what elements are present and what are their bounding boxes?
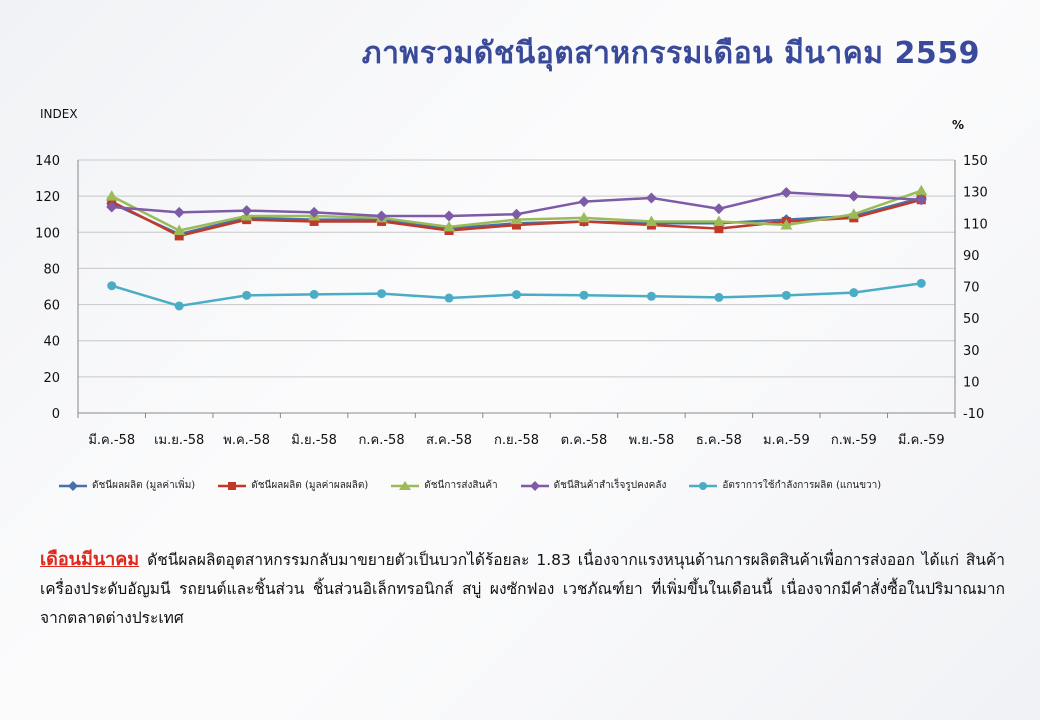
data-point-series-3 [511, 208, 522, 220]
y-tick-label-right: 150 [963, 154, 988, 169]
data-point-series-4 [174, 301, 184, 311]
y-tick-label-right: 110 [963, 217, 988, 232]
data-point-series-2 [173, 224, 186, 235]
legend-swatch-3 [520, 480, 549, 491]
data-point-series-1 [512, 220, 521, 230]
x-tick-label: ม.ค.-59 [763, 433, 810, 448]
data-point-series-4 [714, 292, 724, 302]
y-tick-label-left: 60 [43, 299, 60, 314]
legend-label-1: ดัชนีผลผลิต (มูลค่าผลผลิต) [251, 480, 369, 491]
data-point-series-4 [242, 290, 252, 300]
legend-swatch-4 [689, 481, 718, 490]
x-tick-label: ก.ย.-58 [494, 433, 539, 448]
data-point-series-3 [241, 205, 253, 217]
data-point-series-2 [443, 220, 456, 232]
data-point-series-4 [512, 290, 521, 300]
x-tick-label: มี.ค.-59 [898, 432, 945, 448]
x-tick-label: ส.ค.-58 [426, 433, 472, 448]
x-tick-label: มี.ค.-58 [88, 432, 135, 448]
data-point-series-4 [107, 281, 117, 291]
data-point-series-2 [577, 211, 590, 223]
data-point-series-4 [849, 288, 859, 298]
data-point-series-2 [645, 215, 658, 226]
y-tick-label-right: -10 [963, 407, 984, 422]
data-point-series-4 [377, 289, 387, 299]
x-tick-label: เม.ย.-58 [154, 433, 204, 448]
data-point-series-4 [916, 278, 926, 288]
description-body: ดัชนีผลผลิตอุตสาหกรรมกลับมาขยายตัวเป็นบว… [40, 551, 1005, 627]
x-tick-label: มิ.ย.-58 [291, 433, 337, 448]
legend-label-3: ดัชนีสินค้าสำเร็จรูปคงคลัง [553, 480, 667, 491]
y-axis-title-right: % [952, 118, 964, 132]
data-point-series-3 [376, 210, 388, 222]
legend-swatch-0 [59, 480, 87, 491]
y-tick-label-right: 30 [963, 344, 980, 359]
y-tick-label-right: 130 [963, 186, 988, 201]
legend-item-4: อัตราการใช้กำลังการผลิต (แกนขวา) [688, 478, 881, 493]
data-point-series-1 [174, 231, 184, 241]
x-tick-label: พ.ค.-58 [223, 433, 270, 448]
y-tick-label-left: 120 [35, 190, 60, 205]
data-point-series-3 [645, 192, 657, 204]
y-tick-label-right: 70 [963, 281, 980, 296]
x-tick-label: ธ.ค.-58 [696, 433, 742, 448]
data-point-series-2 [847, 208, 860, 219]
x-tick-label: พ.ย.-58 [629, 433, 675, 448]
data-point-series-4 [309, 289, 319, 299]
y-tick-label-right: 90 [963, 249, 980, 264]
data-point-series-3 [848, 190, 860, 202]
y-tick-label-left: 20 [43, 371, 60, 386]
data-point-series-3 [173, 206, 185, 218]
y-tick-label-right: 10 [963, 375, 980, 390]
chart-legend: ดัชนีผลผลิต (มูลค่าเพิ่ม) ดัชนีผลผลิต (มู… [58, 478, 881, 493]
data-point-series-4 [781, 290, 791, 300]
data-point-series-2 [105, 190, 118, 201]
legend-label-4: อัตราการใช้กำลังการผลิต (แกนขวา) [722, 480, 882, 491]
data-point-series-3 [106, 201, 118, 213]
data-point-series-3 [308, 206, 320, 218]
y-tick-label-right: 50 [963, 312, 980, 327]
legend-item-2: ดัชนีการส่งสินค้า [390, 478, 498, 493]
legend-item-1: ดัชนีผลผลิต (มูลค่าผลผลิต) [217, 478, 368, 493]
legend-label-0: ดัชนีผลผลิต (มูลค่าเพิ่ม) [92, 480, 196, 491]
x-tick-label: ต.ค.-58 [561, 433, 608, 448]
data-point-series-3 [713, 203, 725, 215]
line-chart: 0 20 40 60 80 100 120 140 -10 10 30 50 70 90 110 130 150… [35, 107, 988, 448]
description-heading: เดือนมีนาคม [40, 549, 140, 570]
legend-item-0: ดัชนีผลผลิต (มูลค่าเพิ่ม) [58, 478, 195, 493]
data-point-series-4 [444, 293, 454, 303]
legend-swatch-2 [391, 480, 420, 490]
data-point-series-2 [780, 219, 793, 230]
legend-label-2: ดัชนีการส่งสินค้า [424, 480, 498, 491]
data-point-series-4 [579, 290, 589, 300]
x-tick-label: ก.พ.-59 [831, 433, 877, 448]
data-point-series-2 [712, 215, 725, 226]
legend-item-3: ดัชนีสินค้าสำเร็จรูปคงคลัง [520, 478, 667, 493]
page-title: ภาพรวมดัชนีอุตสาหกรรมเดือน มีนาคม 2559 [361, 36, 980, 71]
y-tick-label-left: 0 [52, 407, 60, 422]
data-point-series-1 [309, 216, 319, 226]
legend-swatch-1 [218, 481, 247, 490]
data-point-series-2 [915, 184, 928, 196]
y-axis-title-left: INDEX [40, 107, 78, 121]
data-point-series-3 [780, 187, 792, 199]
y-tick-label-left: 140 [35, 154, 60, 169]
data-point-series-3 [915, 194, 927, 206]
data-point-series-1 [714, 224, 724, 234]
x-tick-label: ก.ค.-58 [359, 433, 405, 448]
data-point-series-3 [578, 196, 590, 208]
data-point-series-3 [443, 210, 455, 222]
y-tick-label-left: 100 [35, 226, 60, 241]
description-paragraph: เดือนมีนาคม ดัชนีผลผลิตอุตสาหกรรมกลับมาขย… [40, 545, 1005, 633]
y-tick-label-left: 40 [43, 335, 60, 350]
y-tick-label-left: 80 [43, 262, 60, 277]
data-point-series-4 [646, 291, 656, 301]
